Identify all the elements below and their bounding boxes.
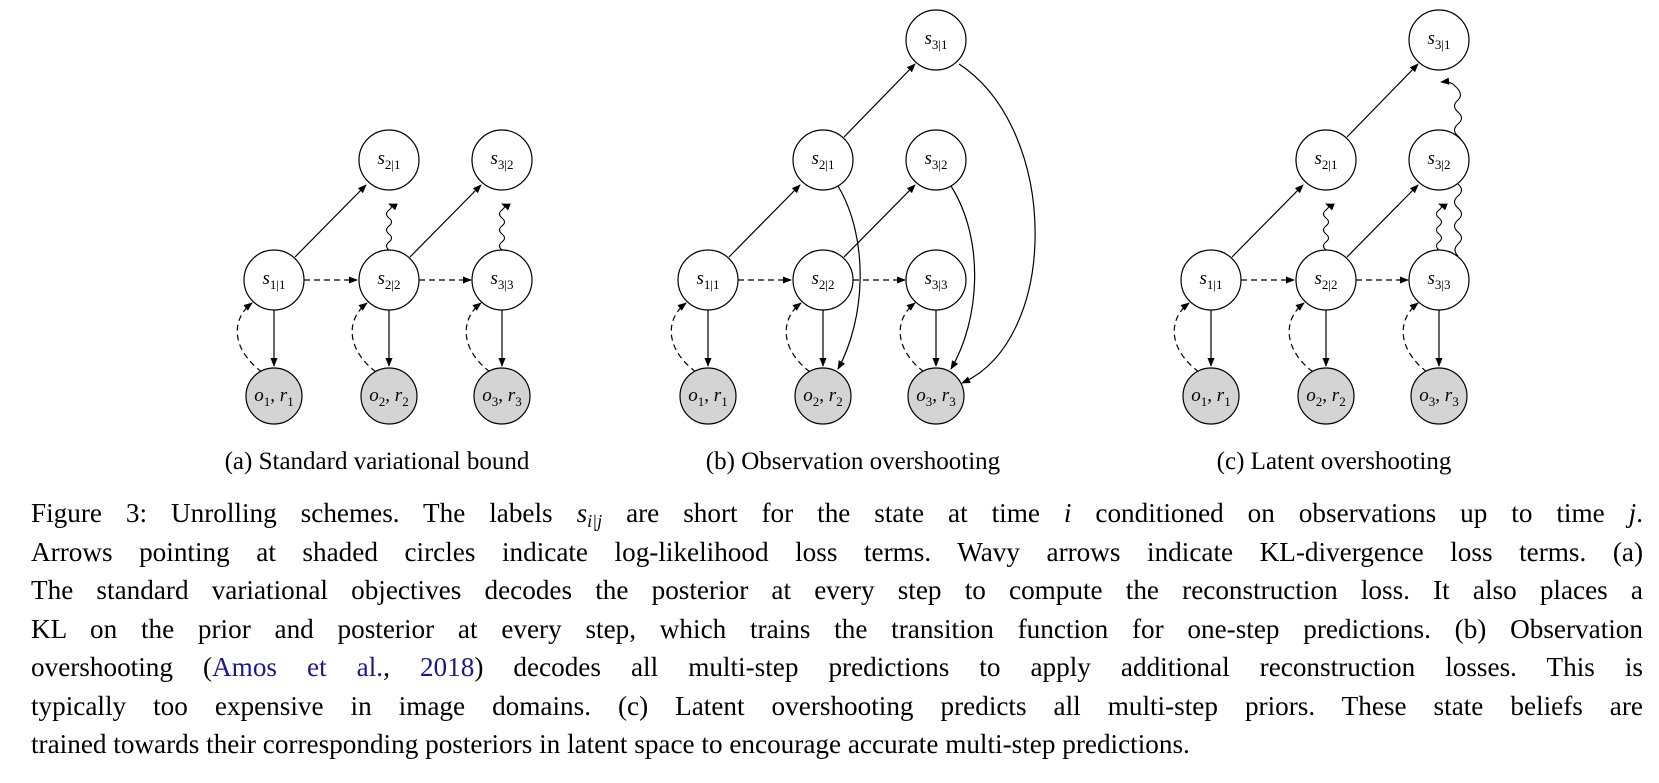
edge-s31-o3	[958, 63, 1036, 384]
node-s32	[471, 129, 533, 191]
caption-prefix: Figure 3: Unrolling schemes. The labels	[31, 498, 577, 528]
caption-mid1: are short for the state at time	[602, 498, 1064, 528]
symbol-i: i	[1063, 498, 1072, 528]
node-o3r3	[1410, 367, 1468, 425]
wavy-s33-s32	[498, 203, 511, 251]
edge-o1-s11-dashed	[236, 302, 263, 373]
symbol-subscript: i|j	[587, 511, 603, 531]
figure-caption: Figure 3: Unrolling schemes. The labels …	[31, 494, 1643, 764]
panel-c: s3|1 s2|1 s3|2 s1|1 s2|2 s3|3 o1, r1 o2,…	[1173, 9, 1470, 475]
node-s33	[471, 249, 533, 311]
label-o1r1: o1, r1	[1191, 385, 1230, 409]
caption-line-6: typically too expensive in image domains…	[31, 690, 1643, 721]
figure-3-diagrams: s2|1 s3|2 s1|1 s2|2 s3|3 o1, r1 o2, r2 o…	[225, 9, 1470, 475]
edge-o1-s11-dashed	[670, 302, 697, 373]
edge-s21-o2	[837, 185, 861, 370]
node-s21	[1295, 129, 1357, 191]
caption-mid2: conditioned on observations up to time	[1071, 498, 1629, 528]
node-s32	[905, 129, 967, 191]
caption-line-5: overshooting (Amos et al., 2018) decodes…	[31, 648, 1643, 687]
edge-s22-s32	[843, 184, 916, 258]
node-s33	[905, 249, 967, 311]
node-s21	[792, 129, 854, 191]
caption-line5-a: overshooting (	[31, 652, 213, 682]
symbol-s: s	[576, 498, 588, 528]
citation-link-year[interactable]: 2018	[419, 652, 475, 682]
edge-s11-s21	[728, 184, 801, 258]
node-o3r3	[473, 367, 531, 425]
node-s11	[1180, 249, 1242, 311]
caption-line5-b: ) decodes all multi-step predictions to …	[474, 652, 1643, 682]
node-s11	[677, 249, 739, 311]
panel-b: s3|1 s2|1 s3|2 s1|1 s2|2 s3|3 o1, r1 o2,…	[670, 9, 1036, 475]
edge-s22-s32	[409, 184, 482, 258]
edge-o1-s11-dashed	[1173, 302, 1200, 373]
caption-line-2: Arrows pointing at shaded circles indica…	[31, 536, 1643, 567]
node-s11	[243, 249, 305, 311]
wavy-s22-s21	[1322, 203, 1335, 251]
label-o2r2: o2, r2	[803, 385, 842, 409]
label-o3r3: o3, r3	[916, 385, 955, 409]
caption-line-7: trained towards their corresponding post…	[31, 729, 1190, 759]
edge-s11-s21	[294, 184, 367, 258]
edge-s22-s32	[1346, 184, 1419, 258]
edge-o3-s33-dashed	[1402, 302, 1428, 373]
label-o1r1: o1, r1	[688, 385, 727, 409]
label-o2r2: o2, r2	[369, 385, 408, 409]
node-o2r2	[1297, 367, 1355, 425]
caption-end1: .	[1636, 498, 1643, 528]
label-o3r3: o3, r3	[1419, 385, 1458, 409]
node-o3r3	[907, 367, 965, 425]
label-o3r3: o3, r3	[482, 385, 521, 409]
edge-o3-s33-dashed	[899, 302, 925, 373]
node-s32	[1408, 129, 1470, 191]
subfigure-label-b: (b) Observation overshooting	[706, 448, 1001, 475]
node-o2r2	[794, 367, 852, 425]
label-o1r1: o1, r1	[254, 385, 293, 409]
label-s21: s2|1	[811, 148, 834, 172]
wavy-s33-s32	[1435, 203, 1448, 251]
edge-o3-s33-dashed	[465, 302, 491, 373]
node-s21	[358, 129, 420, 191]
label-o2r2: o2, r2	[1306, 385, 1345, 409]
node-s33	[1408, 249, 1470, 311]
citation-link-authors[interactable]: Amos et al.	[212, 652, 384, 682]
node-o1r1	[679, 367, 737, 425]
edge-o2-s22-dashed	[1288, 302, 1314, 373]
node-o2r2	[360, 367, 418, 425]
edge-s21-s31	[1346, 63, 1419, 138]
wavy-s22-s21	[385, 203, 398, 251]
edge-s11-s21	[1231, 184, 1304, 258]
edge-s21-s31	[843, 63, 916, 138]
node-s22	[358, 249, 420, 311]
symbol-j: j	[1628, 498, 1637, 528]
node-s31	[905, 9, 967, 71]
caption-line-1: Figure 3: Unrolling schemes. The labels …	[31, 494, 1643, 533]
citation-sep: ,	[383, 652, 420, 682]
node-o1r1	[1182, 367, 1240, 425]
subfigure-label-c: (c) Latent overshooting	[1217, 448, 1452, 475]
panel-a: s2|1 s3|2 s1|1 s2|2 s3|3 o1, r1 o2, r2 o…	[225, 129, 533, 475]
node-o1r1	[245, 367, 303, 425]
caption-line-3: The standard variational objectives deco…	[31, 575, 1643, 605]
edge-s32-o3	[950, 185, 976, 370]
subfigure-label-a: (a) Standard variational bound	[225, 448, 530, 475]
node-s22	[1295, 249, 1357, 311]
edge-o2-s22-dashed	[351, 302, 377, 373]
edge-o2-s22-dashed	[785, 302, 811, 373]
node-s22	[792, 249, 854, 311]
caption-line-4: KL on the prior and posterior at every s…	[31, 613, 1643, 644]
node-s31	[1408, 9, 1470, 71]
